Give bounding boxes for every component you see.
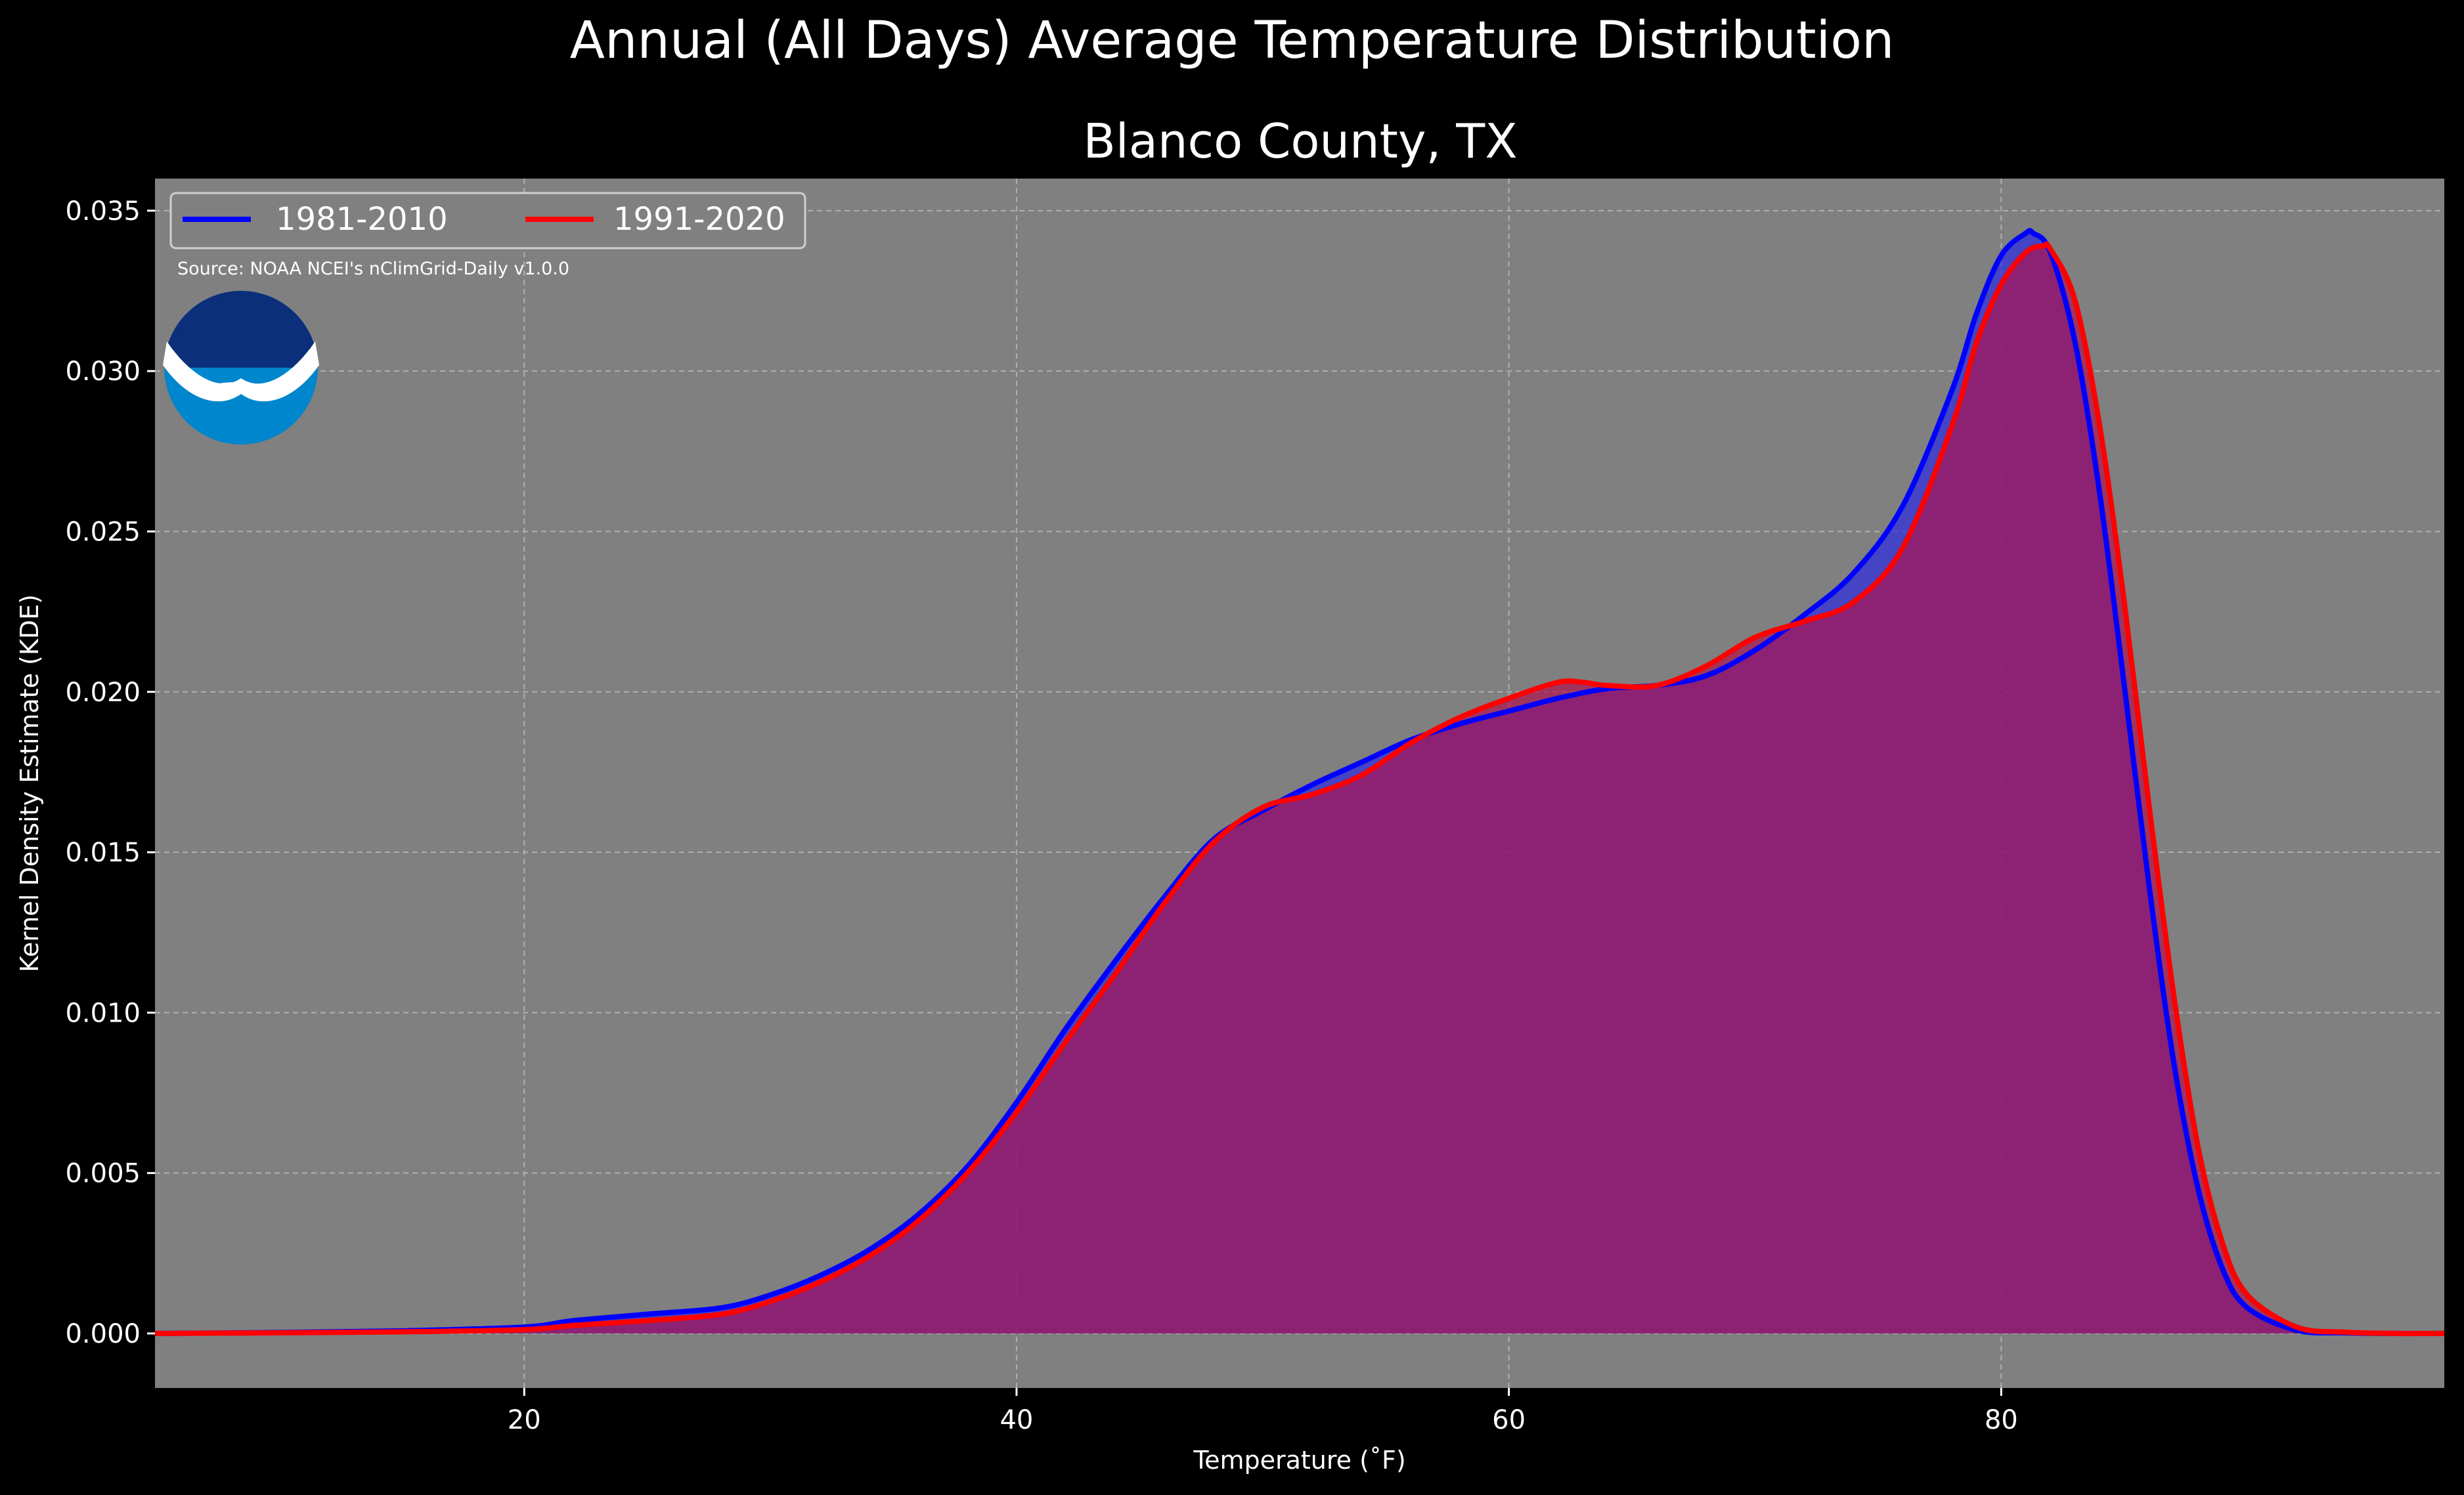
chart-title: Blanco County, TX [1083, 114, 1517, 169]
source-note: Source: NOAA NCEI's nClimGrid-Daily v1.0… [177, 259, 569, 279]
area-fill-1991-2020 [155, 244, 2444, 1334]
x-tick-label: 20 [508, 1405, 541, 1435]
noaa-logo [163, 291, 319, 444]
series-fills [155, 230, 2444, 1334]
logo-bird-tail [217, 382, 269, 394]
x-tick-label: 60 [1492, 1405, 1526, 1435]
y-tick-label: 0.035 [65, 196, 141, 227]
y-tick-label: 0.005 [65, 1159, 141, 1189]
series-line-1991-2020 [154, 241, 2445, 1337]
logo-top-half [164, 291, 318, 368]
y-axis-label: Kernel Density Estimate (KDE) [15, 594, 44, 972]
legend-box [169, 192, 806, 249]
y-tick-label: 0.015 [65, 838, 141, 868]
y-tick-label: 0.000 [65, 1319, 141, 1349]
logo-bird-wave [163, 341, 319, 402]
plot-area [154, 179, 2445, 1388]
x-axis-label: Temperature (˚F) [1193, 1446, 1405, 1475]
series-lines [154, 228, 2445, 1337]
legend-label-1991-2020: 1991-2020 [613, 201, 785, 238]
y-tick-label: 0.030 [65, 357, 141, 387]
y-tick-label: 0.025 [65, 517, 141, 547]
x-tick-label: 80 [1985, 1405, 2018, 1435]
legend: 1981-2010 1991-2020 [169, 192, 806, 249]
chart-suptitle: Annual (All Days) Average Temperature Di… [570, 11, 1895, 70]
legend-label-1981-2010: 1981-2010 [276, 201, 448, 238]
x-tick-label: 40 [1000, 1405, 1033, 1435]
x-axis: 20 40 60 80 [508, 1388, 2018, 1435]
y-axis: 0.000 0.005 0.010 0.015 0.020 0.025 0.030 0.035 [65, 196, 155, 1349]
y-tick-label: 0.010 [65, 998, 141, 1028]
y-tick-label: 0.020 [65, 678, 141, 708]
